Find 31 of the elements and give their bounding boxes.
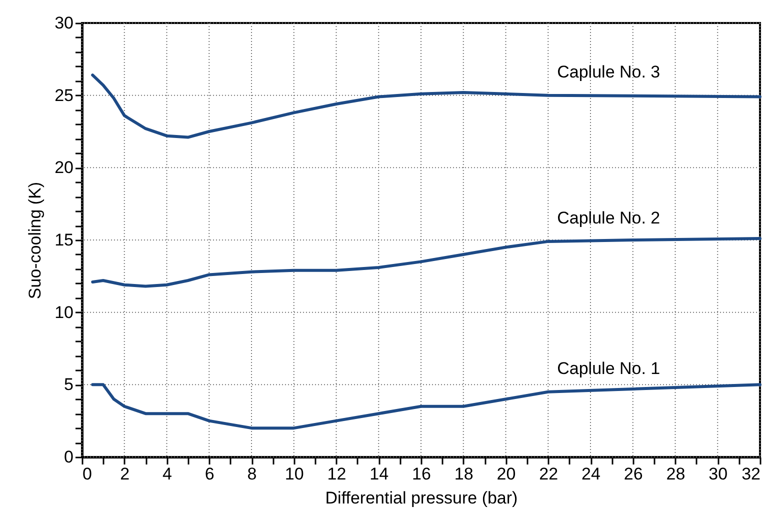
y-tick-label: 30 xyxy=(54,14,74,32)
line-series xyxy=(91,383,762,430)
x-tick-label: 30 xyxy=(708,464,728,484)
y-tick-label: 0 xyxy=(64,448,74,466)
x-tick-label: 28 xyxy=(666,464,686,484)
x-tick-label: 10 xyxy=(284,464,304,484)
x-tick-label: 0 xyxy=(82,464,92,484)
x-axis-title: Differential pressure (bar) xyxy=(325,488,518,508)
x-tick-label: 16 xyxy=(412,464,431,484)
line-series xyxy=(91,237,762,288)
x-tick-label: 32 xyxy=(742,464,760,484)
y-tick-label: 15 xyxy=(54,230,74,250)
x-tick-label: 14 xyxy=(370,464,389,484)
series-label: Caplule No. 2 xyxy=(557,208,660,228)
x-tick-label: 22 xyxy=(539,464,558,484)
x-tick-label: 24 xyxy=(582,464,600,484)
x-tick-label: 4 xyxy=(162,464,172,484)
x-tick-label: 18 xyxy=(454,464,474,484)
y-axis-title: Suo-cooling (K) xyxy=(26,182,45,300)
y-tick-label: 20 xyxy=(54,158,74,178)
series-label: Caplule No. 3 xyxy=(557,62,660,82)
y-tick-label: 25 xyxy=(54,86,74,105)
y-tick-label: 5 xyxy=(64,375,74,394)
x-tick-label: 8 xyxy=(247,464,257,484)
x-tick-label: 2 xyxy=(120,464,130,484)
x-tick-label: 6 xyxy=(204,464,214,484)
x-tick-label: 26 xyxy=(624,464,643,484)
series-label: Caplule No. 1 xyxy=(557,358,660,378)
y-tick-label: 10 xyxy=(54,302,74,322)
x-tick-label: 20 xyxy=(496,464,516,484)
x-tick-label: 12 xyxy=(327,464,346,484)
